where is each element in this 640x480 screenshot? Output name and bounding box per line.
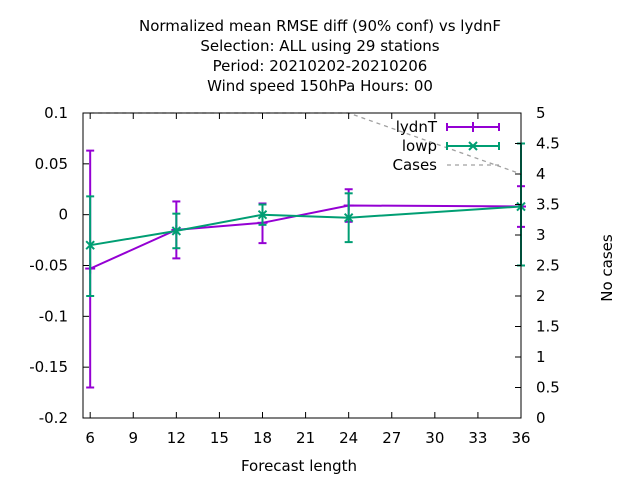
series-lydnt xyxy=(85,149,526,389)
y2-tick-label: 3.5 xyxy=(536,196,560,214)
y2-tick-label: 4 xyxy=(536,165,546,183)
plot-frame xyxy=(82,112,522,419)
y2-tick-label: 1.5 xyxy=(536,318,560,336)
series-line xyxy=(89,204,522,270)
x-tick-label: 21 xyxy=(296,429,315,447)
axes: 6 9 12 15 18 21 24 27 30 33 36-0.2-0.15-0.1-0.0500… xyxy=(29,104,560,447)
legend-label-lydnt: lydnT xyxy=(396,118,438,136)
x-tick-label: 36 xyxy=(511,429,530,447)
x-tick-label: 9 xyxy=(128,429,138,447)
x-marker xyxy=(468,141,478,151)
y-tick-label: 0 xyxy=(58,206,68,224)
x-tick-label: 12 xyxy=(167,429,186,447)
y-tick-label: 0.1 xyxy=(44,104,68,122)
x-tick-label: 27 xyxy=(382,429,401,447)
legend-label-cases: Cases xyxy=(392,156,437,174)
x-marker xyxy=(171,226,182,236)
y2-tick-label: 0.5 xyxy=(536,379,560,397)
legend-label-lowp: lowp xyxy=(402,137,437,155)
x-tick-label: 15 xyxy=(210,429,229,447)
title-line: Normalized mean RMSE diff (90% conf) vs … xyxy=(139,17,501,35)
x-tick-label: 6 xyxy=(85,429,95,447)
title-line: Wind speed 150hPa Hours: 00 xyxy=(207,77,433,95)
y-tick-label: -0.15 xyxy=(29,358,68,376)
y2-tick-label: 1 xyxy=(536,348,546,366)
y-tick-label: 0.05 xyxy=(35,155,68,173)
y2-tick-label: 2 xyxy=(536,287,546,305)
y2-tick-label: 2.5 xyxy=(536,257,560,275)
x-axis-label: Forecast length xyxy=(241,457,357,475)
x-marker xyxy=(343,213,354,223)
x-marker xyxy=(85,240,95,250)
y2-tick-label: 3 xyxy=(536,226,546,244)
title-line: Period: 20210202-20210206 xyxy=(213,57,428,75)
title-line: Selection: ALL using 29 stations xyxy=(200,37,439,55)
y-tick-label: -0.2 xyxy=(39,409,68,427)
y2-tick-label: 5 xyxy=(536,104,546,122)
x-tick-label: 33 xyxy=(468,429,487,447)
series-lowp xyxy=(85,142,526,297)
y2-tick-label: 0 xyxy=(536,409,546,427)
series-layer xyxy=(85,112,526,389)
y-tick-label: -0.05 xyxy=(29,257,68,275)
x-marker xyxy=(257,209,268,220)
x-tick-label: 18 xyxy=(253,429,272,447)
x-tick-label: 24 xyxy=(339,429,358,447)
x-tick-label: 30 xyxy=(425,429,444,447)
chart-title: Normalized mean RMSE diff (90% conf) vs … xyxy=(139,17,501,95)
y2-axis-label: No cases xyxy=(598,234,616,302)
y2-tick-label: 4.5 xyxy=(536,135,560,153)
y-tick-label: -0.1 xyxy=(39,307,68,325)
